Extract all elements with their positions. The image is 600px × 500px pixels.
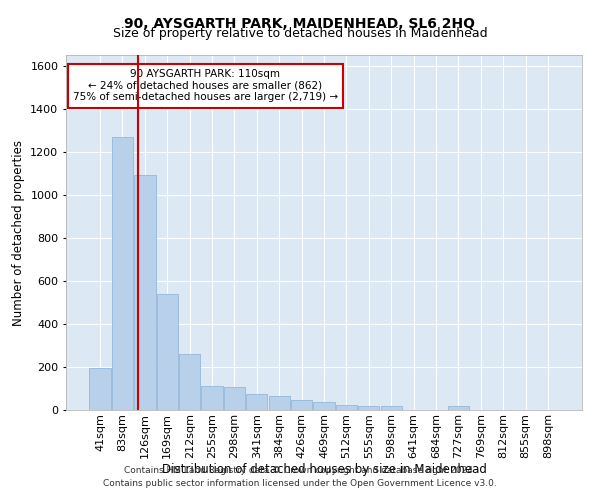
Bar: [380, 406, 402, 410]
Bar: [246, 394, 268, 410]
Bar: [358, 406, 379, 410]
Text: 90 AYSGARTH PARK: 110sqm
← 24% of detached houses are smaller (862)
75% of semi-: 90 AYSGARTH PARK: 110sqm ← 24% of detach…: [73, 69, 338, 102]
Y-axis label: Number of detached properties: Number of detached properties: [11, 140, 25, 326]
Bar: [269, 396, 290, 410]
Bar: [157, 294, 178, 410]
Bar: [112, 137, 133, 410]
X-axis label: Distribution of detached houses by size in Maidenhead: Distribution of detached houses by size …: [161, 464, 487, 476]
Bar: [291, 400, 312, 410]
Bar: [134, 176, 155, 410]
Bar: [448, 406, 469, 410]
Bar: [336, 404, 357, 410]
Bar: [89, 368, 111, 410]
Text: 90, AYSGARTH PARK, MAIDENHEAD, SL6 2HQ: 90, AYSGARTH PARK, MAIDENHEAD, SL6 2HQ: [125, 18, 476, 32]
Text: Contains HM Land Registry data © Crown copyright and database right 2024.
Contai: Contains HM Land Registry data © Crown c…: [103, 466, 497, 487]
Text: Size of property relative to detached houses in Maidenhead: Size of property relative to detached ho…: [113, 28, 487, 40]
Bar: [179, 354, 200, 410]
Bar: [224, 387, 245, 410]
Bar: [202, 386, 223, 410]
Bar: [313, 402, 335, 410]
